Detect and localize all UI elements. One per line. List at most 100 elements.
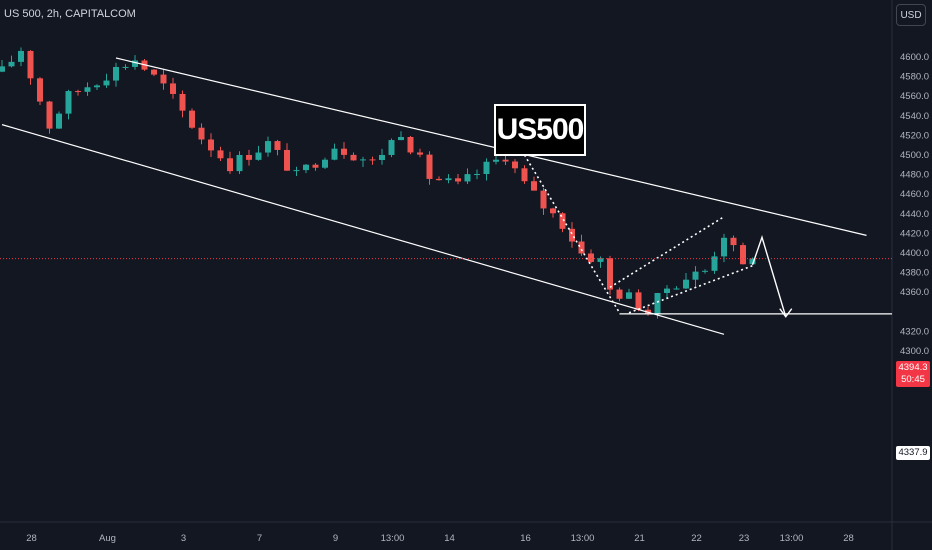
candle-body bbox=[692, 271, 699, 280]
price-tick-label: 4560.0 bbox=[900, 91, 929, 102]
candle-body bbox=[217, 150, 224, 159]
candles bbox=[0, 47, 756, 319]
drawings bbox=[0, 57, 892, 335]
candle-body bbox=[702, 270, 708, 272]
candle-body bbox=[122, 66, 129, 68]
candle-body bbox=[512, 161, 518, 169]
candle-body bbox=[597, 258, 604, 262]
candle-body bbox=[388, 140, 395, 155]
candle-body bbox=[455, 178, 461, 182]
time-tick-label: 14 bbox=[444, 533, 455, 544]
candle-body bbox=[189, 110, 195, 128]
price-tick-label: 4520.0 bbox=[900, 130, 929, 141]
candle-body bbox=[293, 170, 300, 172]
price-tick-label: 4460.0 bbox=[900, 189, 929, 200]
candle-body bbox=[37, 78, 43, 102]
candle-body bbox=[84, 87, 91, 92]
candle-body bbox=[654, 292, 661, 314]
candle-body bbox=[236, 154, 243, 172]
candle-body bbox=[616, 289, 623, 299]
flag-upper-line bbox=[609, 216, 725, 288]
candle-body bbox=[341, 148, 347, 155]
candle-body bbox=[626, 292, 632, 299]
candle-body bbox=[445, 178, 452, 181]
time-tick-label: 28 bbox=[843, 533, 854, 544]
currency-button[interactable]: USD bbox=[896, 4, 926, 26]
price-tick-label: 4400.0 bbox=[900, 248, 929, 259]
candle-body bbox=[711, 256, 718, 271]
price-tick-label: 4320.0 bbox=[900, 326, 929, 337]
candle-body bbox=[730, 237, 737, 246]
price-tick-label: 4580.0 bbox=[900, 72, 929, 83]
candle-body bbox=[379, 154, 385, 161]
candle-body bbox=[483, 161, 490, 175]
candle-body bbox=[664, 288, 670, 293]
time-tick-label: 13:00 bbox=[381, 533, 405, 544]
candle-body bbox=[322, 159, 328, 168]
time-tick-label: 3 bbox=[181, 533, 186, 544]
candle-body bbox=[0, 66, 5, 72]
time-tick-label: 23 bbox=[739, 533, 750, 544]
dotted-drop-line bbox=[523, 154, 621, 314]
candle-body bbox=[94, 85, 100, 88]
candle-body bbox=[113, 66, 119, 81]
candle-body bbox=[521, 168, 528, 182]
time-tick-label: 9 bbox=[333, 533, 338, 544]
symbol-banner: US500 bbox=[494, 104, 586, 156]
time-tick-label: 16 bbox=[520, 533, 531, 544]
candle-body bbox=[588, 253, 594, 262]
last-price-value: 4394.3 bbox=[898, 362, 928, 373]
candle-body bbox=[749, 258, 756, 265]
candle-body bbox=[274, 141, 281, 150]
price-tick-label: 4540.0 bbox=[900, 111, 929, 122]
forecast-arrow bbox=[751, 235, 787, 317]
candle-body bbox=[369, 159, 376, 161]
candle-body bbox=[170, 83, 176, 94]
candle-body bbox=[160, 74, 167, 84]
candle-body bbox=[227, 158, 233, 172]
candle-body bbox=[607, 258, 613, 290]
candle-body bbox=[18, 50, 24, 62]
candle-body bbox=[132, 60, 138, 67]
channel-upper-line bbox=[115, 57, 867, 236]
flag-lower-line bbox=[628, 264, 753, 314]
candle-body bbox=[179, 93, 186, 111]
candle-body bbox=[350, 154, 357, 161]
price-axis: 4600.0 4580.0 4560.0 4540.0 4520.0 4500.0 4480… bbox=[900, 52, 929, 357]
candle-body bbox=[673, 288, 680, 290]
candle-body bbox=[75, 91, 81, 93]
candle-body bbox=[578, 241, 585, 254]
candle-body bbox=[426, 154, 433, 179]
candle-body bbox=[303, 164, 309, 171]
price-tick-label: 4600.0 bbox=[900, 52, 929, 63]
time-tick-label: 7 bbox=[257, 533, 262, 544]
candle-body bbox=[635, 292, 642, 310]
candle-body bbox=[502, 159, 509, 162]
candle-body bbox=[559, 213, 566, 229]
candle-body bbox=[550, 208, 556, 214]
last-price-tag: 4394.3 50:45 bbox=[896, 361, 930, 387]
time-tick-label: 22 bbox=[691, 533, 702, 544]
candle-body bbox=[312, 164, 319, 168]
candle-body bbox=[464, 174, 471, 182]
candle-body bbox=[407, 136, 414, 153]
price-tick-label: 4440.0 bbox=[900, 209, 929, 220]
candle-body bbox=[56, 113, 62, 129]
candle-body bbox=[208, 139, 214, 151]
price-tick-label: 4500.0 bbox=[900, 150, 929, 161]
candle-body bbox=[46, 101, 53, 129]
candle-body bbox=[474, 174, 480, 176]
candle-body bbox=[531, 181, 537, 191]
price-tick-label: 4300.0 bbox=[900, 346, 929, 357]
candle-body bbox=[683, 279, 689, 289]
time-tick-label: 13:00 bbox=[780, 533, 804, 544]
time-tick-label: 28 bbox=[26, 533, 37, 544]
time-tick-label: 13:00 bbox=[571, 533, 595, 544]
forecast-arrowhead bbox=[779, 308, 793, 318]
candle-body bbox=[151, 69, 157, 75]
level-price-tag: 4337.9 bbox=[896, 446, 930, 460]
candle-body bbox=[540, 190, 547, 209]
price-tick-label: 4380.0 bbox=[900, 268, 929, 279]
candle-body bbox=[569, 228, 575, 242]
